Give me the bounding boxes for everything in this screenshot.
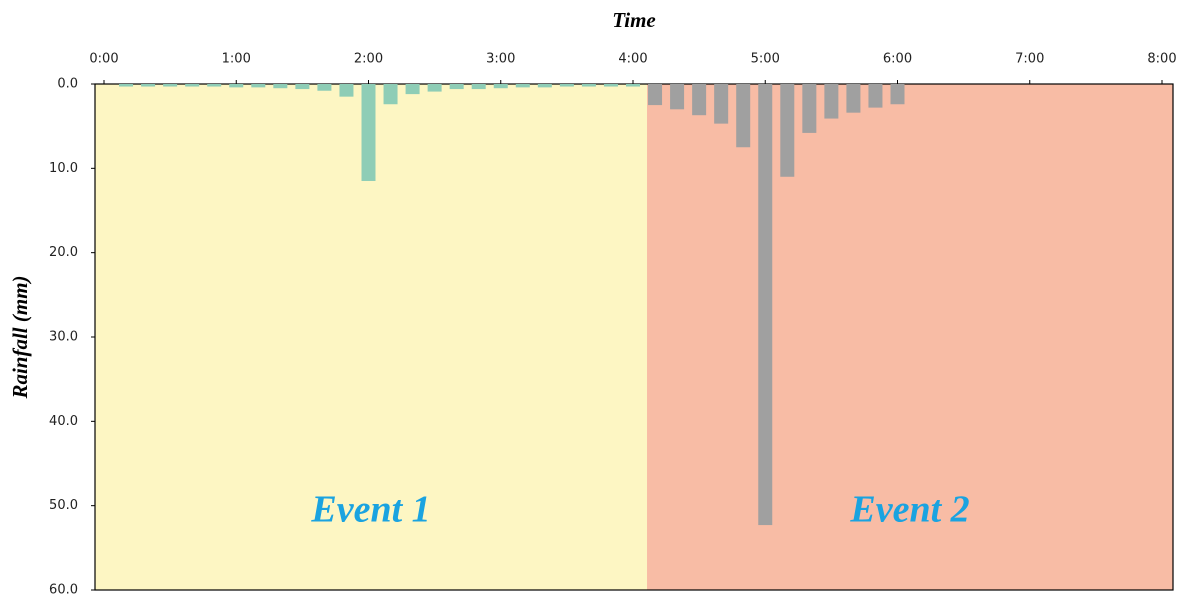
- bar: [295, 84, 310, 90]
- y-tick-label: 30.0: [49, 330, 78, 345]
- bar: [714, 84, 729, 124]
- bar: [493, 84, 508, 89]
- x-tick-label: 2:00: [354, 52, 383, 67]
- bar: [648, 84, 663, 106]
- y-axis-label: Rainfall (mm): [8, 275, 32, 399]
- bar: [449, 84, 464, 90]
- bar: [163, 84, 178, 87]
- bar: [427, 84, 442, 92]
- bar: [603, 84, 618, 87]
- y-tick-label: 10.0: [49, 161, 78, 176]
- bar: [361, 84, 376, 181]
- bar: [670, 84, 685, 110]
- bar: [273, 84, 288, 89]
- bar: [229, 84, 244, 88]
- bar: [317, 84, 332, 91]
- bar: [846, 84, 861, 113]
- x-tick-label: 0:00: [89, 52, 118, 67]
- bar: [471, 84, 486, 90]
- event-region: [647, 84, 1173, 590]
- y-tick-label: 50.0: [49, 498, 78, 513]
- background: [95, 84, 1173, 590]
- bar: [383, 84, 398, 105]
- bar: [626, 84, 640, 87]
- chart-title: Time: [612, 8, 656, 32]
- bar: [537, 84, 552, 88]
- bar: [515, 84, 530, 88]
- bar: [581, 84, 596, 87]
- bar: [692, 84, 707, 116]
- y-tick-label: 20.0: [49, 245, 78, 260]
- bar: [824, 84, 839, 119]
- bar: [339, 84, 354, 97]
- bar: [251, 84, 266, 88]
- bar: [119, 84, 134, 87]
- y-tick-label: 60.0: [49, 583, 78, 598]
- bar: [185, 84, 200, 87]
- bar: [890, 84, 905, 105]
- x-tick-label: 8:00: [1147, 52, 1176, 67]
- bar: [802, 84, 817, 133]
- x-tick-label: 5:00: [751, 52, 780, 67]
- bar: [780, 84, 795, 177]
- x-tick-label: 6:00: [883, 52, 912, 67]
- bar: [736, 84, 751, 148]
- x-tick-label: 4:00: [618, 52, 647, 67]
- event-label: Event 1: [310, 489, 430, 531]
- bar: [758, 84, 773, 526]
- bar: [141, 84, 156, 87]
- x-tick-label: 1:00: [222, 52, 251, 67]
- event-label: Event 2: [849, 489, 969, 531]
- bar: [559, 84, 574, 87]
- bar: [405, 84, 420, 95]
- bar: [207, 84, 222, 87]
- x-tick-label: 3:00: [486, 52, 515, 67]
- bar: [868, 84, 883, 108]
- y-tick-label: 40.0: [49, 414, 78, 429]
- x-tick-label: 7:00: [1015, 52, 1044, 67]
- y-tick-label: 0.0: [57, 77, 78, 92]
